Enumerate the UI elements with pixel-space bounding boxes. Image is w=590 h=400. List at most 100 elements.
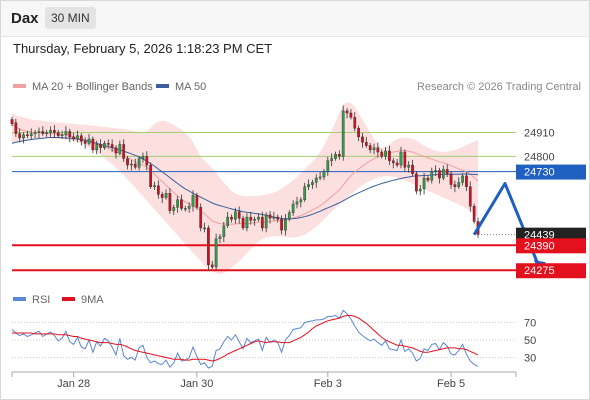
candle-body (391, 160, 395, 164)
candle-body (276, 216, 280, 220)
candle-body (245, 216, 249, 229)
candle (149, 162, 153, 189)
candle (330, 153, 334, 167)
candle-body (64, 131, 68, 135)
candle (222, 221, 226, 243)
candle (434, 165, 437, 176)
candle-body (176, 199, 179, 208)
candle-body (126, 158, 129, 166)
candle (257, 213, 260, 222)
candle (122, 139, 126, 162)
timeframe-button[interactable]: 30 MIN (45, 7, 96, 29)
candle (133, 158, 137, 170)
candle-body (441, 169, 445, 179)
candle-body (60, 134, 64, 136)
candle-body (133, 163, 137, 168)
candle-body (280, 219, 283, 231)
candle (287, 210, 291, 222)
candle (399, 146, 403, 169)
candle-body (287, 212, 291, 220)
instrument-symbol: Dax (11, 10, 39, 27)
candle (68, 128, 72, 143)
candle-body (318, 176, 322, 179)
candle-body (407, 164, 411, 168)
candle-body (338, 154, 341, 157)
candle (318, 171, 322, 181)
candle (214, 233, 218, 271)
candle-body (399, 151, 403, 166)
candle-body (430, 171, 434, 181)
candle (357, 125, 360, 142)
level-tag-bg (516, 263, 586, 279)
level-tag-bg (516, 238, 586, 254)
candle-body (345, 110, 349, 114)
candle (395, 158, 399, 168)
candle (391, 158, 395, 169)
candle-body (160, 194, 164, 198)
candle-body (56, 132, 60, 136)
candle (468, 181, 472, 212)
candle-body (234, 211, 237, 220)
candle-body (368, 145, 372, 151)
candle (191, 190, 195, 212)
candle-body (26, 134, 29, 136)
candle-body (341, 110, 345, 157)
candle-body (210, 264, 214, 268)
candle-body (99, 144, 102, 148)
candle (249, 211, 253, 225)
candle (41, 126, 45, 136)
candle-body (230, 216, 233, 220)
candle (164, 189, 168, 200)
candle-body (237, 211, 241, 219)
candle (218, 234, 222, 244)
candle (168, 188, 172, 214)
candle (22, 132, 25, 144)
rsi-legend-swatch (62, 297, 75, 301)
candle-body (357, 127, 360, 138)
candle (83, 137, 87, 149)
candle-body (438, 170, 441, 179)
candle (241, 215, 245, 231)
candle-body (395, 162, 399, 166)
candle (130, 160, 133, 171)
candle (95, 140, 99, 155)
candle-body (457, 182, 461, 187)
candle-body (195, 195, 199, 208)
candle-body (353, 117, 357, 129)
candle (110, 139, 114, 153)
candle-body (110, 144, 114, 148)
candle (426, 175, 430, 183)
rsi-ma-line (12, 315, 479, 362)
candle-body (33, 132, 37, 134)
candle (91, 136, 95, 154)
candle (372, 143, 376, 155)
candle (415, 171, 418, 195)
candle (280, 215, 283, 235)
candle (145, 151, 149, 171)
candle (368, 142, 372, 154)
candle (87, 133, 91, 146)
rsi-tick-label: 30 (524, 353, 536, 365)
candle-body (222, 225, 226, 237)
candle-body (83, 141, 87, 144)
candle (141, 152, 145, 163)
rsi-panel: RSI 9MA 30 50 70 (11, 294, 536, 369)
candle (465, 172, 468, 192)
candle (314, 174, 318, 188)
rsi-legend-label: 9MA (81, 294, 104, 306)
candle (245, 213, 249, 232)
candle (60, 130, 64, 140)
legend-label: MA 20 + Bollinger Bands (32, 81, 153, 93)
candle (79, 133, 83, 146)
rsi-line (11, 309, 479, 369)
candle (268, 211, 272, 224)
candle (341, 105, 345, 161)
candle-body (207, 227, 210, 266)
candle-body (260, 216, 264, 229)
x-axis: Jan 28 Jan 30 Feb 3 Feb 5 (11, 371, 517, 390)
candle-body (168, 193, 172, 211)
candle (10, 116, 14, 127)
candle (180, 194, 183, 211)
candle (49, 126, 52, 137)
